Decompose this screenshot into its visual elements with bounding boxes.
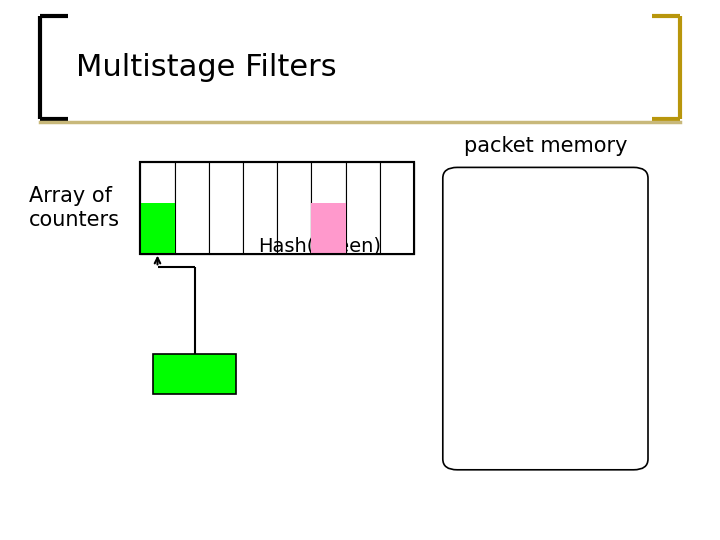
Bar (311, 203, 346, 254)
Bar (311, 162, 346, 254)
Bar (140, 162, 414, 254)
Bar (380, 162, 414, 254)
Bar (277, 162, 311, 254)
Bar (140, 162, 414, 254)
Text: packet memory: packet memory (464, 136, 627, 156)
Text: Array of
counters: Array of counters (29, 186, 120, 230)
Bar (346, 162, 380, 254)
Text: Hash(Green): Hash(Green) (258, 236, 381, 255)
Bar (243, 162, 277, 254)
Bar (153, 354, 236, 394)
Bar (174, 162, 209, 254)
Bar (140, 203, 174, 254)
FancyBboxPatch shape (443, 167, 648, 470)
Bar (209, 162, 243, 254)
Text: Multistage Filters: Multistage Filters (76, 53, 336, 82)
Bar (140, 162, 174, 254)
